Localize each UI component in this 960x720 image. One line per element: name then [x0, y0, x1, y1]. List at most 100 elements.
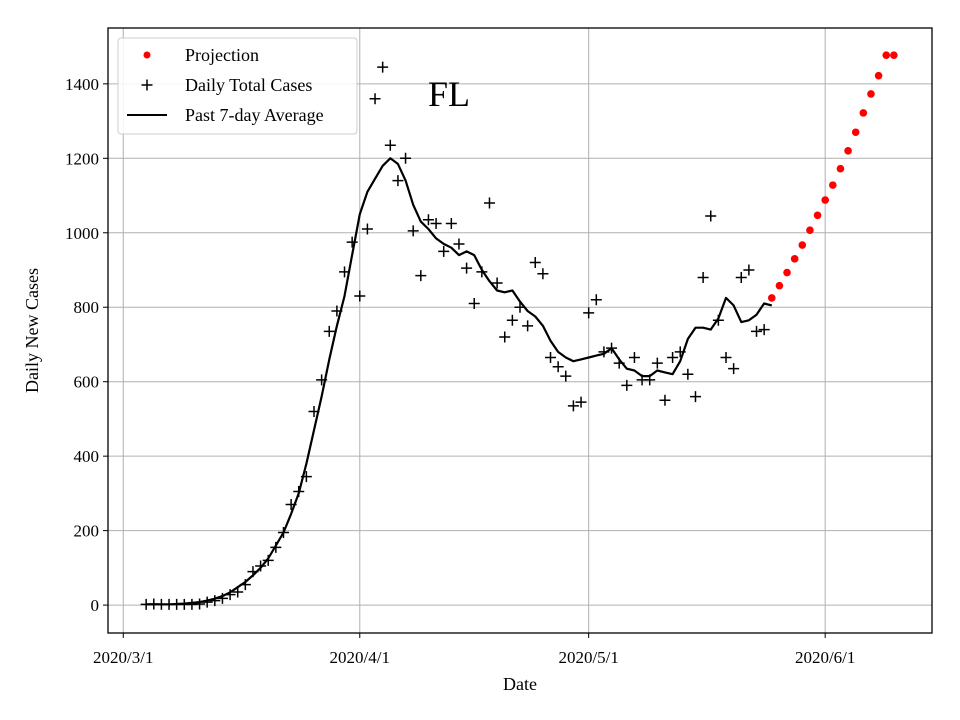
y-tick-label: 1000: [65, 224, 99, 243]
daily-case-marker: [384, 139, 396, 151]
daily-case-marker: [331, 305, 343, 317]
plot-frame: [107, 27, 933, 634]
daily-case-marker: [567, 400, 579, 412]
daily-case-marker: [415, 270, 427, 282]
daily-case-marker: [697, 271, 709, 283]
series-layer: [140, 51, 898, 610]
daily-case-marker: [735, 271, 747, 283]
daily-case-marker: [339, 266, 351, 278]
y-tick-label: 400: [74, 447, 100, 466]
legend-daily-total-label: Daily Total Cases: [185, 75, 312, 95]
legend-daily-total-marker: [141, 79, 153, 91]
daily-case-marker: [506, 314, 518, 326]
daily-case-marker: [728, 363, 740, 375]
projection-point: [844, 147, 852, 155]
projection-point: [882, 51, 891, 59]
daily-case-marker: [682, 368, 694, 380]
daily-case-marker: [552, 361, 564, 373]
daily-case-marker: [239, 579, 251, 591]
daily-case-marker: [689, 391, 701, 403]
daily-case-marker: [422, 214, 434, 226]
daily-case-marker: [194, 598, 206, 610]
daily-case-marker: [621, 379, 633, 391]
daily-case-marker: [354, 290, 366, 302]
projection-point: [836, 164, 845, 173]
daily-case-marker: [308, 405, 320, 417]
y-tick-label: 1400: [65, 75, 99, 94]
daily-case-marker: [316, 374, 328, 386]
daily-case-marker: [537, 268, 549, 280]
daily-case-marker: [400, 152, 412, 164]
daily-case-marker: [209, 595, 221, 607]
daily-case-marker: [445, 217, 457, 229]
projection-point: [790, 255, 799, 263]
daily-case-marker: [545, 351, 557, 363]
daily-case-marker: [575, 396, 587, 408]
projection-point: [859, 109, 868, 117]
daily-case-marker: [606, 342, 618, 354]
daily-case-marker: [743, 264, 755, 276]
daily-case-marker: [361, 223, 373, 235]
daily-case-marker: [674, 346, 686, 358]
projection-point: [767, 294, 776, 302]
daily-case-marker: [758, 324, 770, 336]
projection-point: [867, 90, 875, 98]
x-tick-label: 2020/5/1: [558, 648, 618, 667]
legend-box: [117, 37, 358, 135]
daily-case-marker: [598, 346, 610, 358]
daily-case-marker: [529, 257, 541, 269]
daily-case-marker: [392, 175, 404, 187]
x-axis-label: Date: [503, 674, 537, 694]
daily-case-marker: [651, 357, 663, 369]
axis-ticks: 0 200 400 600 800 1000 1200 1400 2020/3/1 2020/4/…: [65, 75, 855, 667]
daily-case-marker: [751, 325, 763, 337]
daily-case-marker: [720, 351, 732, 363]
projection-point: [813, 211, 822, 220]
x-tick-label: 2020/4/1: [330, 648, 390, 667]
projection-point: [829, 181, 837, 189]
state-annotation: FL: [428, 74, 470, 114]
daily-case-marker: [667, 351, 679, 363]
daily-case-marker: [712, 314, 724, 326]
daily-case-marker: [491, 277, 503, 289]
projection-point: [798, 241, 807, 249]
daily-case-marker: [216, 592, 228, 604]
seven-day-average-line: [146, 157, 773, 606]
daily-case-marker: [293, 486, 305, 498]
daily-case-marker: [300, 471, 312, 483]
daily-case-marker: [476, 266, 488, 278]
daily-case-marker: [407, 225, 419, 237]
daily-case-marker: [438, 245, 450, 257]
y-tick-label: 1200: [65, 149, 99, 168]
daily-case-marker: [613, 357, 625, 369]
projection-point: [775, 281, 784, 290]
x-tick-label: 2020/3/1: [93, 648, 153, 667]
daily-case-marker: [369, 93, 381, 105]
daily-case-marker: [430, 217, 442, 229]
daily-case-marker: [224, 589, 236, 601]
daily-case-marker: [323, 325, 335, 337]
legend-projection-label: Projection: [185, 45, 259, 65]
daily-case-marker: [201, 596, 213, 608]
y-tick-label: 200: [74, 522, 100, 541]
daily-case-marker: [514, 301, 526, 313]
daily-case-marker: [644, 374, 656, 386]
daily-case-marker: [590, 294, 602, 306]
daily-case-marker: [262, 554, 274, 566]
daily-case-marker: [453, 238, 465, 250]
projection-point: [890, 51, 898, 59]
daily-case-marker: [522, 320, 534, 332]
y-tick-label: 600: [74, 373, 100, 392]
daily-case-marker: [377, 61, 389, 73]
daily-case-marker: [277, 526, 289, 538]
x-tick-label: 2020/6/1: [795, 648, 855, 667]
legend-seven-day-average-label: Past 7-day Average: [185, 105, 324, 125]
projection-point: [806, 226, 814, 234]
daily-case-marker: [346, 236, 358, 248]
daily-case-marker: [483, 197, 495, 209]
daily-case-marker: [255, 560, 267, 572]
legend: Projection Daily Total Cases Past 7-day …: [117, 37, 358, 135]
y-axis-label: Daily New Cases: [22, 268, 42, 393]
